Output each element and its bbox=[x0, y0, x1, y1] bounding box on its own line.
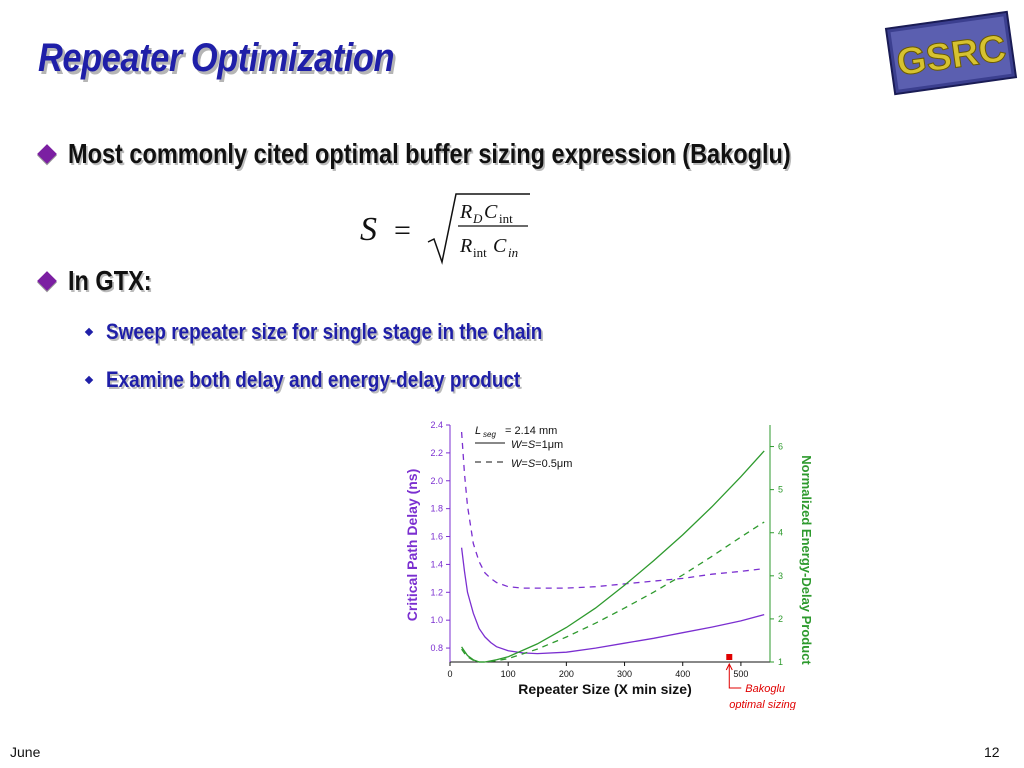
footer-date: June bbox=[10, 744, 41, 760]
y-left-tick-label: 2.4 bbox=[430, 420, 443, 430]
legend-dashed-label: W=S=0.5μm bbox=[511, 458, 572, 470]
num-r: R bbox=[459, 201, 472, 223]
den-r: R bbox=[459, 235, 472, 257]
x-tick-label: 400 bbox=[675, 669, 690, 679]
chart-axes: 0 100 200 300 400 500 0.8 1.0 1.2 1.4 1.6 1.8 2.0 2.2… bbox=[430, 420, 783, 679]
slide-title: Repeater Optimization bbox=[38, 36, 395, 80]
x-tick-label: 300 bbox=[617, 669, 632, 679]
den-r-sub: int bbox=[473, 245, 487, 260]
y-right-tick-label: 4 bbox=[778, 528, 783, 538]
page-number: 12 bbox=[984, 744, 1000, 760]
y-left-tick-label: 1.4 bbox=[430, 559, 443, 569]
bullet-1: Most commonly cited optimal buffer sizin… bbox=[37, 138, 928, 170]
chart-legend: L seg = 2.14 mm W=S=1μm W=S=0.5μm bbox=[475, 425, 572, 470]
y-right-tick-label: 2 bbox=[778, 614, 783, 624]
series-line-right-solid bbox=[461, 450, 765, 663]
bullet-2-text: In GTX: bbox=[68, 265, 152, 296]
bakoglu-annotation: Bakoglu optimal sizing bbox=[725, 654, 797, 710]
bakoglu-equation: S = R D C int R int C in bbox=[360, 193, 530, 265]
annotation-line-2: optimal sizing bbox=[729, 699, 797, 710]
y-left-tick-label: 1.2 bbox=[430, 587, 443, 597]
y-left-tick-label: 2.0 bbox=[430, 476, 443, 486]
y-right-tick-label: 3 bbox=[778, 571, 783, 581]
small-diamond-bullet-icon bbox=[84, 327, 94, 337]
series-line-right-dashed bbox=[461, 521, 765, 663]
sub-bullet-1: Sweep repeater size for single stage in … bbox=[84, 319, 613, 345]
x-axis-label: Repeater Size (X min size) bbox=[518, 681, 692, 697]
y-right-tick-label: 1 bbox=[778, 657, 783, 667]
sub-bullet-1-text: Sweep repeater size for single stage in … bbox=[106, 319, 543, 344]
y-left-tick-label: 1.6 bbox=[430, 532, 443, 542]
sub-bullet-2-text: Examine both delay and energy-delay prod… bbox=[106, 367, 521, 392]
small-diamond-bullet-icon bbox=[84, 375, 94, 385]
y-left-tick-label: 2.2 bbox=[430, 448, 443, 458]
y-left-tick-label: 1.0 bbox=[430, 615, 443, 625]
diamond-bullet-icon bbox=[37, 271, 57, 291]
bakoglu-optimum-marker bbox=[726, 654, 733, 660]
legend-lseg-sub: seg bbox=[483, 430, 496, 439]
gsrc-logo: GSRC bbox=[884, 10, 1018, 96]
den-c: C bbox=[493, 235, 507, 257]
y-right-tick-label: 5 bbox=[778, 485, 783, 495]
y-left-axis-label: Critical Path Delay (ns) bbox=[404, 469, 420, 622]
y-right-tick-label: 6 bbox=[778, 442, 783, 452]
series-line-left-solid bbox=[460, 547, 765, 655]
legend-solid-label: W=S=1μm bbox=[511, 439, 563, 451]
annotation-line-1: Bakoglu bbox=[745, 683, 785, 695]
annotation-arrowhead-icon bbox=[725, 662, 733, 671]
bullet-2: In GTX: bbox=[37, 265, 168, 297]
logo-text: GSRC bbox=[894, 28, 1009, 85]
series-line-left-dashed bbox=[460, 431, 765, 589]
eq-lhs: S bbox=[360, 211, 377, 248]
eq-equals: = bbox=[394, 214, 411, 247]
num-c: C bbox=[484, 201, 498, 223]
y-right-axis-label: Normalized Energy-Delay Product bbox=[799, 455, 814, 665]
y-left-tick-label: 0.8 bbox=[430, 643, 443, 653]
sqrt-sign-icon bbox=[427, 193, 530, 265]
delay-energy-chart: 0 100 200 300 400 500 0.8 1.0 1.2 1.4 1.6 1.8 2.0 2.2… bbox=[404, 420, 814, 710]
x-tick-label: 200 bbox=[559, 669, 574, 679]
x-tick-label: 500 bbox=[733, 669, 748, 679]
y-left-tick-label: 1.8 bbox=[430, 504, 443, 514]
bullet-1-text: Most commonly cited optimal buffer sizin… bbox=[68, 138, 791, 169]
x-tick-label: 100 bbox=[501, 669, 516, 679]
num-r-sub: D bbox=[472, 211, 483, 226]
chart-series bbox=[460, 431, 765, 663]
diamond-bullet-icon bbox=[37, 144, 57, 164]
den-c-sub: in bbox=[508, 245, 518, 260]
sub-bullet-2: Examine both delay and energy-delay prod… bbox=[84, 367, 588, 393]
annotation-arrow bbox=[728, 664, 742, 689]
num-c-sub: int bbox=[499, 211, 513, 226]
x-tick-label: 0 bbox=[447, 669, 452, 679]
legend-lseg-value: = 2.14 mm bbox=[505, 425, 557, 437]
legend-lseg-l: L bbox=[475, 425, 481, 437]
